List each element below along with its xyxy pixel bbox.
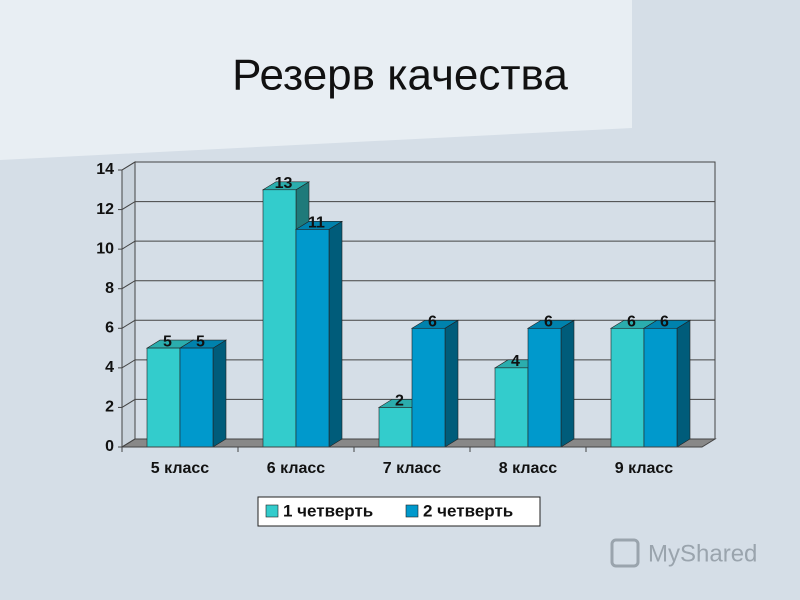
y-tick-label: 6: [105, 320, 114, 337]
x-tick-label: 9 класс: [615, 460, 674, 477]
y-tick-label: 2: [105, 399, 114, 416]
bar-front: [146, 347, 181, 448]
watermark-icon: [610, 538, 640, 568]
watermark: MyShared: [648, 540, 757, 567]
grid-line: [121, 319, 715, 329]
bar-front: [643, 327, 678, 448]
grid-line: [121, 240, 715, 250]
value-label: 4: [511, 353, 520, 370]
x-tick-label: 6 класс: [267, 460, 326, 477]
x-tick-label: 5 класс: [151, 460, 210, 477]
bar-front: [494, 367, 529, 448]
bar-front: [295, 229, 330, 448]
y-tick-label: 8: [105, 280, 114, 297]
bar-side: [328, 220, 343, 448]
legend-box: [257, 496, 541, 527]
value-label: 6: [660, 314, 669, 331]
bar-front: [527, 327, 562, 448]
bar-front: [411, 327, 446, 448]
grid-line: [121, 280, 715, 290]
bar: [178, 339, 228, 448]
value-label: 6: [544, 314, 553, 331]
legend-label: 2 четверть: [423, 501, 513, 520]
bar-front: [179, 347, 214, 448]
bar-front: [610, 327, 645, 448]
value-label: 11: [308, 215, 325, 232]
legend-label: 1 четверть: [283, 501, 373, 520]
bar-side: [676, 319, 691, 448]
value-label: 5: [163, 333, 172, 350]
bar-front: [262, 189, 297, 448]
legend-swatch: [405, 504, 419, 518]
value-label: 6: [428, 314, 437, 331]
y-tick-label: 12: [96, 201, 114, 218]
x-tick-label: 7 класс: [383, 460, 442, 477]
bar: [294, 220, 344, 448]
value-label: 5: [196, 333, 205, 350]
y-tick-label: 14: [96, 161, 114, 178]
value-label: 2: [395, 393, 404, 410]
bar: [410, 319, 460, 448]
grid-line: [121, 161, 715, 171]
grid-line: [121, 201, 715, 210]
chart-title: Резерв качества: [232, 51, 568, 100]
value-label: 13: [275, 175, 293, 192]
y-tick-label: 4: [105, 359, 114, 376]
bar-side: [560, 319, 575, 448]
y-tick-label: 0: [105, 438, 114, 455]
bar: [526, 319, 576, 448]
x-tick-label: 8 класс: [499, 460, 558, 477]
y-tick-label: 10: [96, 240, 114, 257]
side-wall: [121, 161, 136, 448]
legend-swatch: [265, 504, 279, 518]
bar-side: [444, 319, 459, 448]
title-panel: [0, 0, 632, 160]
bar: [642, 319, 692, 448]
bar-front: [378, 407, 413, 448]
bar-side: [212, 339, 227, 448]
value-label: 6: [627, 314, 636, 331]
